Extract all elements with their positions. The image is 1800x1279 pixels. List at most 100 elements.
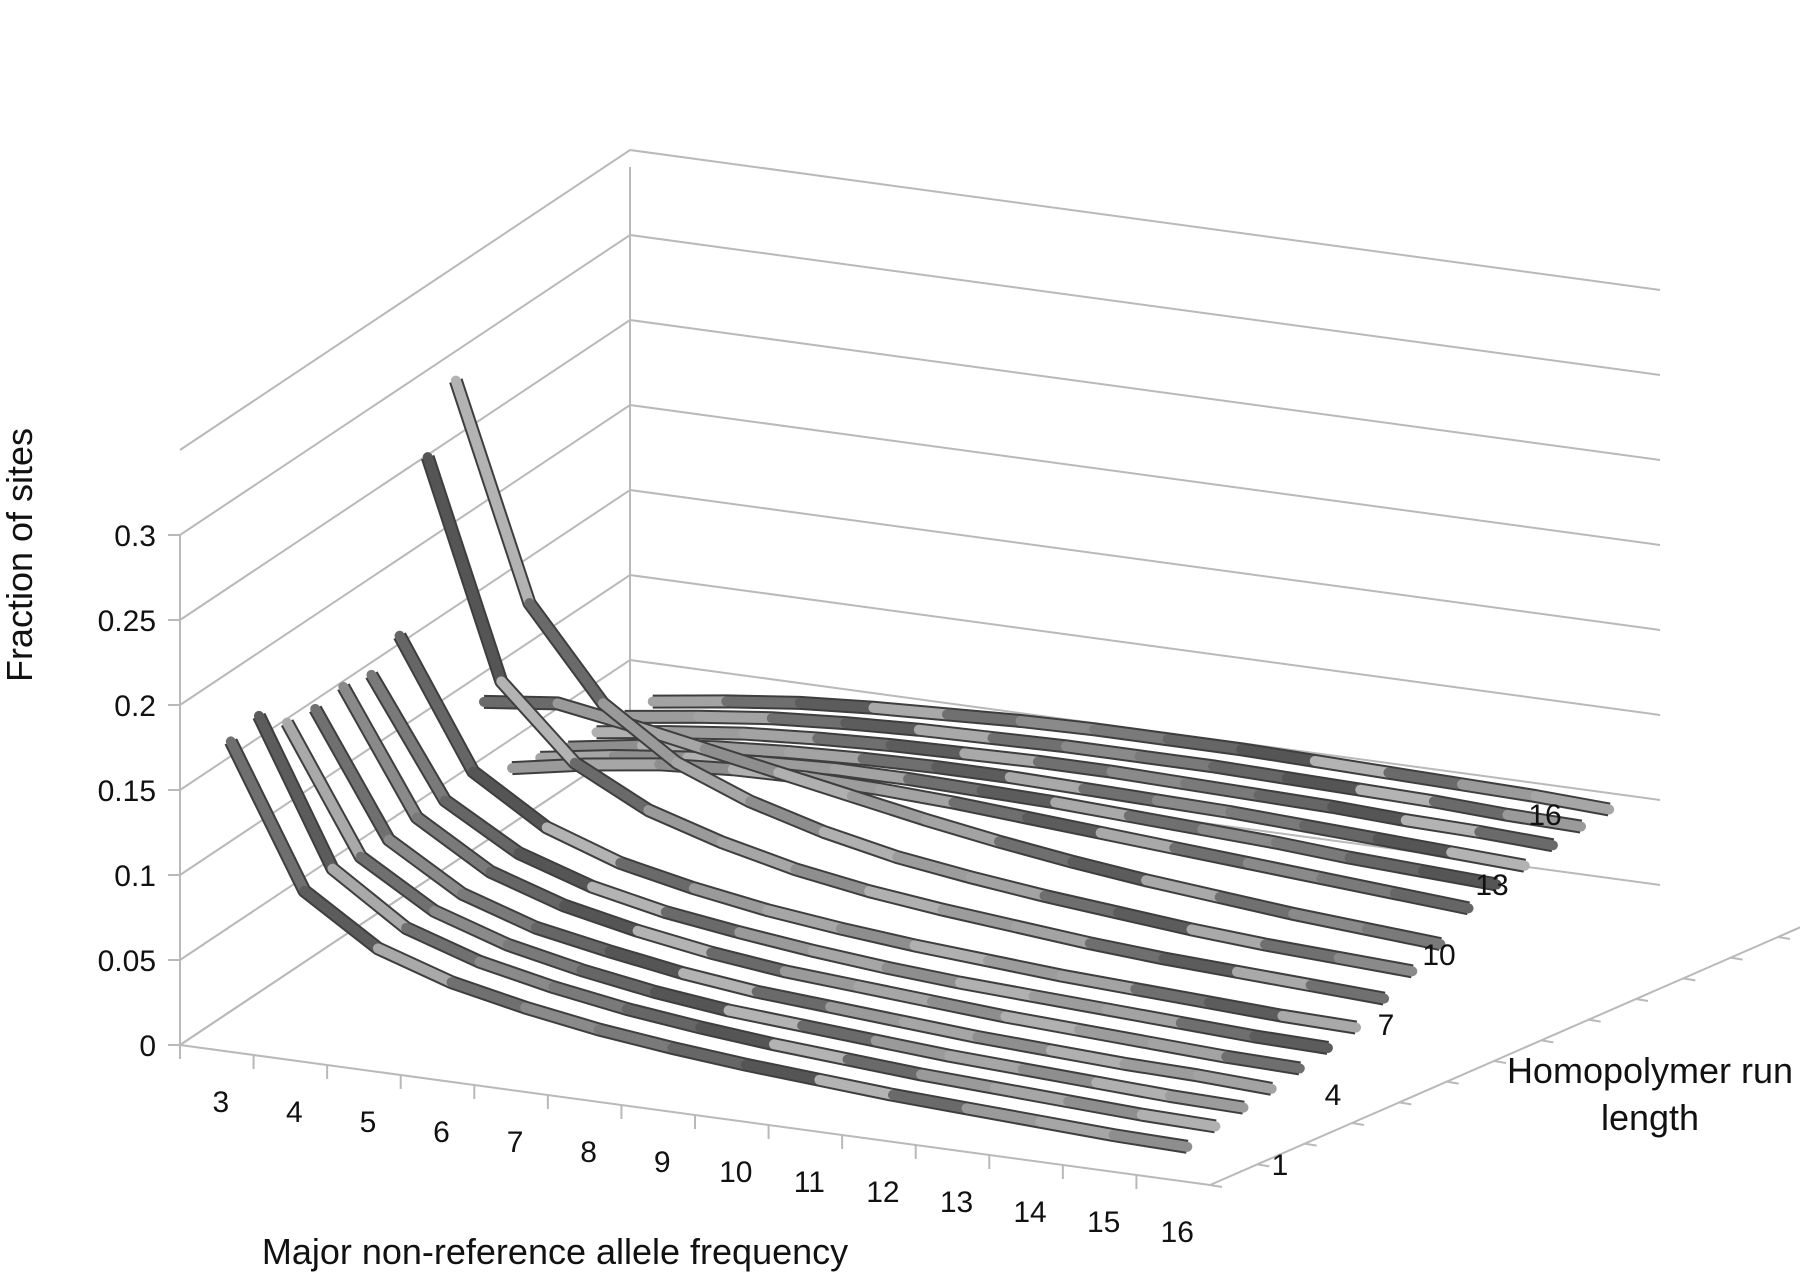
x-tick-label: 13 (940, 1186, 973, 1219)
series-segment (706, 947, 790, 977)
series-segment (1236, 744, 1320, 766)
y-tick-mark (1730, 956, 1743, 961)
series-segment (1119, 1058, 1204, 1081)
series-segment (1249, 1031, 1333, 1053)
series-segment (1344, 852, 1429, 877)
series-segment (699, 743, 784, 778)
series-segment (903, 773, 987, 796)
series-segment (411, 812, 496, 877)
series-segment (740, 1059, 825, 1085)
z-tick-label: 0.3 (114, 520, 156, 553)
series-segment (814, 1074, 898, 1100)
series-segment (665, 727, 749, 739)
series-segment (1067, 856, 1152, 886)
series-segment (842, 1054, 927, 1080)
series-segment (366, 669, 451, 806)
series-segment (840, 718, 924, 735)
series-segment (913, 724, 998, 744)
y-axis-line (1209, 926, 1800, 1186)
z-gridline (179, 573, 1661, 876)
series-run-length-15 (619, 709, 1587, 834)
series-segment (372, 943, 457, 988)
series-segment (1078, 783, 1162, 806)
x-tick-label: 4 (286, 1096, 303, 1129)
tick-labels: 00.050.10.150.20.250.33 4 5 6 7 8 9 10 11 12 13 14 1… (98, 520, 1791, 1249)
series-segment (1028, 991, 1113, 1015)
series-segment (587, 881, 671, 918)
series-segment (524, 598, 608, 709)
series-segment (1260, 939, 1344, 963)
series-segment (976, 785, 1061, 808)
series-segment (1151, 795, 1236, 818)
series-segment (755, 757, 840, 774)
series-segment (604, 946, 689, 979)
series-segment (1084, 938, 1169, 964)
series-segment (1214, 892, 1299, 919)
y-tick-label: 10 (1422, 939, 1455, 972)
series-segment (1158, 953, 1243, 977)
series-segment (422, 452, 507, 687)
series-segment (853, 981, 937, 1007)
series-segment (474, 956, 559, 993)
x-tick-label: 12 (866, 1176, 899, 1209)
series-segment (450, 375, 535, 609)
series-layer (224, 375, 1615, 1154)
series-segment (667, 1042, 751, 1070)
series-segment (885, 740, 970, 759)
series-segment (864, 886, 948, 915)
series-segment (909, 940, 994, 966)
series-segment (1372, 833, 1457, 858)
series-segment (1130, 984, 1214, 1008)
y-tick-label: 7 (1378, 1009, 1395, 1042)
y-tick-label: 13 (1475, 869, 1508, 902)
y-tick-mark (1683, 977, 1696, 982)
y-tick-mark (1777, 936, 1791, 940)
series-segment (282, 717, 366, 862)
series-segment (643, 805, 728, 848)
series-segment (1502, 809, 1587, 832)
series-segment (723, 1005, 808, 1031)
series-segment (829, 763, 914, 784)
z-tick-label: 0.1 (114, 860, 156, 893)
series-run-length-14 (591, 725, 1558, 853)
series-segment (926, 996, 1011, 1022)
x-tick-label: 14 (1013, 1196, 1046, 1229)
series-segment (959, 748, 1043, 767)
series-segment (695, 1022, 779, 1050)
series-segment (632, 925, 717, 958)
series-segment (1232, 966, 1316, 991)
y-tick-mark (1209, 1184, 1223, 1188)
x-tick-label: 9 (654, 1146, 671, 1179)
series-segment (738, 728, 823, 744)
series-segment (1147, 1038, 1232, 1062)
series-segment (1089, 724, 1173, 745)
series-segment (394, 630, 479, 777)
series-segment (355, 851, 440, 916)
series-segment (559, 900, 643, 936)
series-segment (1305, 980, 1390, 1004)
series-segment (942, 709, 1026, 726)
series-segment (751, 986, 836, 1012)
series-segment (931, 762, 1015, 783)
series-segment (794, 697, 879, 713)
series-segment (649, 986, 734, 1016)
series-segment (1074, 1024, 1158, 1049)
series-segment (548, 982, 632, 1014)
series-segment (1112, 907, 1197, 935)
series-segment (892, 852, 976, 883)
series-segment (1164, 1090, 1249, 1113)
series-segment (1108, 1130, 1193, 1152)
series-segment (1032, 756, 1117, 777)
series-segment (987, 733, 1072, 752)
series-segment (1428, 796, 1513, 820)
series-segment (1106, 766, 1191, 789)
x-tick-label: 16 (1161, 1216, 1194, 1249)
x-tick-label: 10 (719, 1156, 752, 1189)
series-segment (597, 698, 682, 768)
series-run-length-3 (280, 717, 1249, 1115)
series-segment (1045, 1045, 1130, 1069)
series-segment (1011, 921, 1095, 949)
series-segment (502, 939, 587, 976)
series-segment (671, 757, 756, 807)
series-segment (1136, 1109, 1221, 1132)
